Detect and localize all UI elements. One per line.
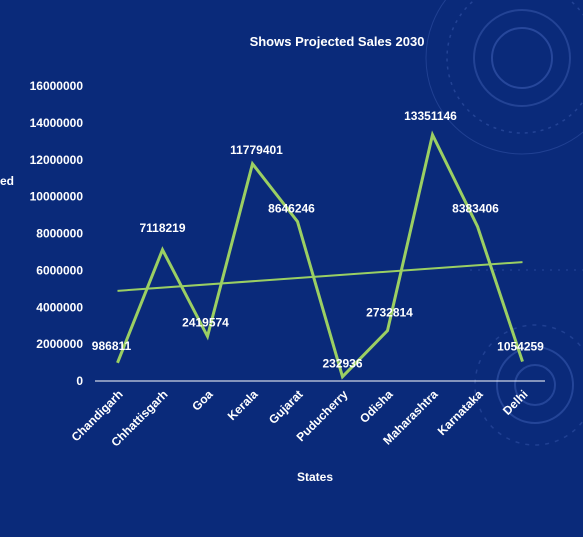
- data-label: 1054259: [497, 340, 544, 354]
- y-tick-label: 10000000: [30, 190, 84, 204]
- y-tick-label: 16000000: [30, 79, 84, 93]
- data-label: 8646246: [268, 202, 315, 216]
- data-label: 11779401: [230, 143, 283, 157]
- x-axis-label: States: [297, 470, 333, 484]
- series-line: [116, 130, 524, 380]
- x-tick-label: Karnataka: [435, 387, 486, 438]
- data-label: 2419574: [182, 315, 229, 329]
- y-axis-ticks: 0 2000000 4000000 6000000 8000000 10000000 120…: [30, 79, 84, 388]
- data-label: 8383406: [452, 201, 499, 215]
- y-tick-label: 12000000: [30, 153, 84, 167]
- y-tick-label: 6000000: [36, 263, 83, 277]
- data-label: 232936: [322, 357, 362, 371]
- x-tick-label: Kerala: [225, 387, 261, 423]
- data-label: 7118219: [139, 221, 185, 235]
- data-label: 13351146: [404, 109, 457, 123]
- trendline: [117, 261, 523, 292]
- background-decoration: [425, 0, 583, 446]
- data-labels: 986811 7118219 2419574 11779401 8646246 23293…: [92, 109, 544, 371]
- x-tick-label: Goa: [189, 387, 216, 414]
- x-tick-label: Gujarat: [266, 387, 306, 427]
- chart-title: Shows Projected Sales 2030: [250, 34, 425, 49]
- y-tick-label: 14000000: [30, 116, 84, 130]
- y-tick-label: 4000000: [36, 300, 83, 314]
- x-tick-label: Odisha: [357, 387, 396, 426]
- y-tick-label: 0: [76, 374, 83, 388]
- data-label: 2732814: [366, 306, 413, 320]
- y-tick-label: 2000000: [36, 337, 83, 351]
- data-label: 986811: [92, 339, 132, 353]
- y-tick-label: 8000000: [36, 227, 83, 241]
- y-axis-label-fragment: ed: [0, 174, 14, 188]
